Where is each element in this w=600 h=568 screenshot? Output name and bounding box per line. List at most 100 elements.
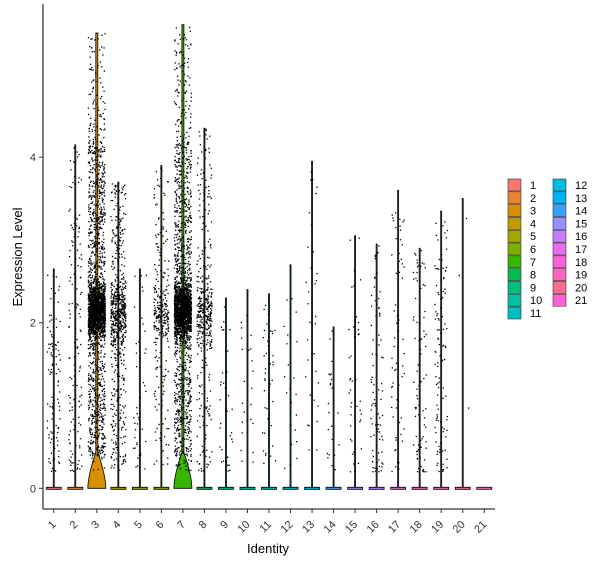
data-point [93, 345, 95, 348]
data-point [116, 227, 118, 229]
data-point [98, 384, 101, 386]
data-point [76, 303, 78, 305]
data-point [101, 213, 104, 215]
data-point [51, 364, 54, 367]
data-point [70, 456, 72, 458]
data-point [101, 327, 104, 330]
data-point [99, 383, 101, 385]
data-point [104, 437, 106, 439]
data-point [104, 256, 106, 259]
data-point [99, 307, 101, 309]
data-point [96, 437, 98, 440]
data-point [166, 300, 168, 302]
data-point [118, 316, 121, 318]
data-point [102, 438, 104, 441]
data-point [73, 236, 75, 238]
data-point [122, 314, 125, 316]
data-point [98, 382, 100, 384]
data-point [92, 314, 94, 316]
data-point [51, 345, 54, 348]
data-point [114, 393, 116, 395]
data-point [116, 437, 118, 440]
data-point [181, 224, 183, 227]
data-point [79, 316, 81, 318]
data-point [186, 341, 188, 344]
data-point [90, 180, 92, 182]
data-point [189, 215, 192, 217]
data-point [100, 345, 102, 347]
data-point [161, 301, 163, 303]
data-point [186, 311, 188, 313]
data-point [98, 306, 100, 308]
data-point [94, 129, 96, 132]
violin-cluster-18 [411, 247, 428, 490]
data-point [90, 321, 93, 323]
data-point [102, 101, 104, 103]
data-point [94, 313, 96, 315]
data-point [138, 367, 141, 369]
data-point [96, 237, 98, 239]
data-point [99, 298, 101, 300]
data-point [97, 278, 99, 280]
data-point [99, 332, 101, 334]
data-point [117, 447, 120, 449]
data-point [89, 195, 92, 197]
data-point [100, 330, 102, 332]
data-point [120, 301, 122, 303]
data-point [101, 294, 103, 296]
data-point [94, 392, 97, 394]
data-point [115, 317, 117, 319]
data-point [97, 378, 99, 381]
data-point [159, 305, 162, 307]
data-point [118, 352, 121, 354]
data-point [101, 298, 103, 301]
data-point [112, 337, 115, 339]
data-point [80, 394, 83, 396]
data-point [102, 315, 104, 317]
data-point [95, 233, 98, 235]
data-point [101, 284, 104, 286]
data-point [115, 328, 117, 330]
data-point [115, 353, 117, 355]
data-point [176, 224, 178, 227]
data-point [174, 244, 176, 246]
data-point [111, 292, 113, 295]
data-point [102, 437, 105, 439]
data-point [94, 370, 97, 373]
data-point [80, 343, 82, 346]
data-point [98, 300, 100, 303]
data-point [163, 390, 165, 393]
data-point [189, 381, 191, 384]
data-point [96, 140, 98, 143]
data-point [104, 307, 106, 309]
data-point [102, 223, 105, 225]
data-point [174, 426, 176, 429]
data-point [160, 321, 163, 323]
data-point [97, 38, 99, 40]
data-point [79, 293, 82, 295]
data-point [97, 233, 99, 236]
data-point [93, 387, 95, 389]
data-point [76, 347, 78, 349]
data-point [118, 239, 121, 241]
data-point [93, 299, 95, 301]
data-point [179, 411, 181, 413]
data-point [91, 415, 93, 417]
data-point [104, 334, 106, 336]
data-point [92, 182, 95, 185]
data-point [95, 310, 97, 312]
data-point [89, 427, 91, 429]
data-point [176, 166, 178, 168]
data-point [124, 325, 126, 327]
data-point [87, 294, 90, 297]
data-point [137, 457, 139, 459]
data-point [182, 146, 184, 148]
data-point [122, 462, 124, 464]
data-point [88, 287, 91, 289]
data-point [183, 290, 185, 293]
data-point [91, 128, 93, 131]
data-point [98, 343, 101, 345]
data-point [94, 345, 97, 347]
data-point [185, 229, 187, 232]
data-point [118, 218, 121, 220]
